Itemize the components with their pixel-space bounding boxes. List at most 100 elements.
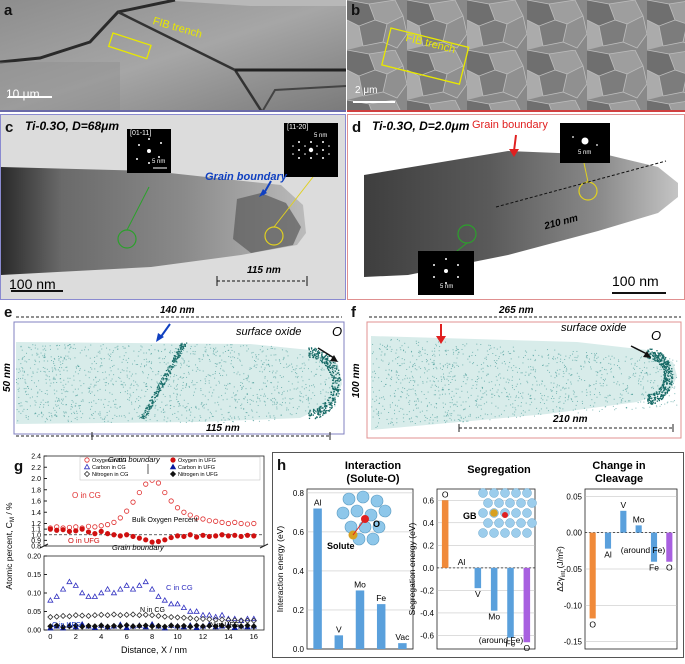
oxygen-in-cg-point: [194, 515, 200, 521]
h2-struct-gb: GB: [463, 511, 477, 521]
h2-ytick-label: 0.6: [423, 496, 435, 505]
h2-atom: [500, 528, 510, 538]
nitrogen-in-cg-point: [225, 616, 232, 624]
oxygen-in-cg-point: [162, 489, 168, 496]
panel-f-element: O: [651, 328, 662, 343]
carbon-in-cg-point: [244, 615, 251, 622]
oxygen-in-cg-point: [168, 498, 174, 504]
h3-bar: [650, 532, 658, 562]
diffraction-pattern-2: [11-20] 5 nm: [284, 123, 338, 177]
h-title-1b: (Solute-O): [346, 473, 399, 485]
nitrogen-in-cg-point: [117, 612, 124, 619]
g-legend-marker: [83, 463, 91, 470]
panel-e-side-label: 50 nm: [2, 363, 13, 392]
h1-atom: [342, 492, 356, 506]
h1-ytick-label: 0.6: [293, 528, 305, 537]
nitrogen-in-cg-point: [129, 611, 137, 618]
h2-atom: [478, 508, 488, 518]
g-legend-label: Nitrogen in CG: [92, 472, 128, 478]
carbon-in-cg-point: [66, 578, 73, 585]
h1-atom: [372, 520, 386, 534]
oxygen-in-ufg-point: [187, 532, 193, 538]
scale-bar: [8, 96, 52, 98]
oxygen-in-ufg-point: [168, 534, 174, 541]
h2-bar-label: O: [524, 643, 531, 653]
h2-atom: [494, 518, 504, 528]
h2-atom: [494, 498, 504, 508]
h2-atom: [483, 518, 493, 528]
nitrogen-in-ufg-point: [231, 622, 238, 629]
oxygen-in-cg-point: [85, 523, 92, 529]
h3-bar: [635, 525, 642, 533]
panel-h-letter: h: [277, 457, 287, 474]
nitrogen-in-cg-point: [47, 613, 54, 621]
g-ytick-label: 1.2: [31, 521, 41, 528]
fib-trench-box-b: [381, 27, 470, 86]
h-title-2: Segregation: [467, 464, 531, 476]
panel-b: b FIB trench 2 μm: [347, 0, 685, 112]
nitrogen-in-ufg-point: [79, 623, 86, 630]
nitrogen-in-ufg-point: [199, 623, 207, 630]
nitrogen-in-ufg-point: [117, 623, 124, 630]
h2-atom: [516, 518, 526, 528]
oxygen-in-ufg-point: [85, 529, 92, 535]
h2-around-fe: (around Fe): [479, 635, 524, 645]
panel-g-letter: g: [14, 458, 24, 475]
panel-d: d Ti-0.3O, D=2.0μm Grain boundary 5 nm 5…: [347, 114, 685, 300]
panel-a-image: [0, 0, 347, 113]
g-legend-box: [79, 456, 261, 481]
carbon-in-cg-point: [180, 604, 188, 611]
nitrogen-in-cg-point: [199, 615, 207, 622]
nitrogen-in-ufg-point: [72, 622, 79, 629]
h3-bar-label: Fe: [649, 563, 659, 573]
g-ytick-label: 0.8: [31, 544, 41, 551]
oxygen-in-ufg-point: [244, 532, 251, 538]
h1-atom: [366, 532, 380, 546]
h2-bar-label: Fe: [506, 639, 516, 649]
oxygen-in-cg-point: [104, 522, 111, 528]
oxygen-in-ufg-point: [79, 526, 85, 532]
nitrogen-in-cg-point: [53, 613, 60, 620]
panel-h-charts: Interaction(Solute-O) Segregation Change i…: [275, 460, 678, 654]
oxygen-in-ufg-point: [206, 533, 212, 540]
h2-ytick-label: -0.4: [420, 609, 434, 618]
carbon-in-cg-point: [78, 589, 86, 596]
panel-c-letter: c: [5, 119, 14, 136]
scale-bar-label: 10 μm: [6, 87, 40, 101]
dp3-scale-label: 5 nm: [578, 150, 592, 156]
panel-f-bottom-label: 210 nm: [553, 414, 588, 425]
nitrogen-in-ufg-point: [206, 622, 213, 629]
nitrogen-in-ufg-point: [218, 622, 226, 629]
g-ann-n-ufg: N in UFG: [210, 622, 239, 629]
h3-ytick-label: -0.15: [564, 638, 583, 647]
carbon-in-cg-point: [187, 608, 194, 614]
h2-bar: [507, 567, 514, 638]
oxygen-in-cg-point: [130, 499, 136, 505]
g-ytick-label: 1.0: [31, 532, 41, 539]
panel-f-top-label: 265 nm: [499, 305, 534, 316]
carbon-in-cg-point: [104, 585, 111, 592]
panel-f: f 265 nm 100 nm surface oxide O 210 nm: [347, 302, 685, 450]
carbon-in-cg-point: [167, 600, 175, 607]
h2-bar-label: Al: [458, 557, 466, 567]
h3-around-fe: (around Fe): [621, 545, 666, 555]
oxygen-in-ufg-point: [130, 533, 136, 540]
carbon-in-cg-point: [53, 593, 60, 599]
h1-bar: [398, 643, 407, 649]
nitrogen-in-ufg-point: [142, 622, 149, 629]
panel-d-scale-label: 100 nm: [612, 273, 659, 289]
carbon-in-cg-point: [98, 589, 105, 596]
g-ytick-label: 1.4: [31, 510, 41, 517]
h-title-3b: Cleavage: [595, 473, 643, 485]
h1-ylabel: Interaction energy (eV): [275, 526, 285, 613]
g-ann-c-cg: C in CG: [166, 583, 193, 592]
oxygen-in-ufg-point: [66, 528, 73, 534]
nitrogen-in-ufg-point: [187, 623, 194, 630]
h2-atom: [516, 498, 526, 508]
g-ytick-label: 2.0: [31, 476, 41, 483]
oxygen-in-cg-point: [92, 524, 98, 530]
nitrogen-in-cg-point: [218, 616, 226, 623]
g-legend-label: Oxygen in CG: [92, 458, 127, 464]
scale-bar-b: [353, 101, 395, 103]
dp2-scale-label: 5 nm: [314, 133, 328, 139]
